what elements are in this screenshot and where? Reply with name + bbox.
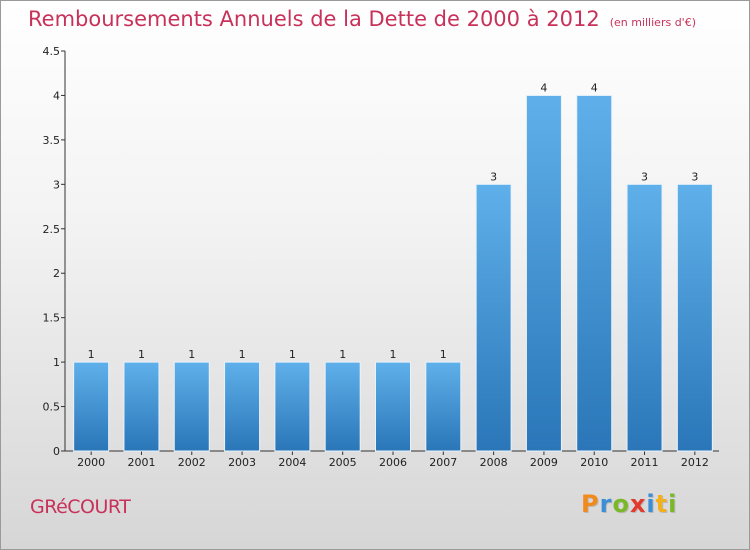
y-tick-label: 2 — [53, 267, 60, 280]
x-tick-label: 2003 — [228, 456, 256, 469]
bar-2005 — [324, 361, 361, 452]
value-label: 1 — [390, 348, 397, 361]
bar-2000 — [73, 361, 110, 452]
bar-2003 — [224, 361, 261, 452]
x-tick-label: 2010 — [580, 456, 608, 469]
logo-letter: i — [668, 490, 678, 518]
x-tick-label: 2011 — [631, 456, 659, 469]
bar-2002 — [173, 361, 210, 452]
logo-letter: o — [612, 490, 630, 518]
value-label: 3 — [691, 170, 698, 183]
logo-letter: i — [646, 490, 656, 518]
bar-2012 — [676, 183, 713, 452]
x-tick-label: 2001 — [127, 456, 155, 469]
x-tick-label: 2000 — [77, 456, 105, 469]
y-tick-label: 4 — [53, 89, 60, 102]
value-label: 3 — [641, 170, 648, 183]
chart-title: Remboursements Annuels de la Dette de 20… — [28, 7, 600, 31]
y-tick-label: 2.5 — [43, 223, 61, 236]
value-label: 4 — [591, 81, 598, 94]
y-tick-label: 3.5 — [43, 134, 61, 147]
x-tick-label: 2012 — [681, 456, 709, 469]
logo-letter: t — [655, 490, 669, 518]
commune-name: GRéCOURT — [30, 496, 131, 518]
value-label: 1 — [88, 348, 95, 361]
bar-2004 — [274, 361, 311, 452]
y-tick-label: 0 — [53, 445, 60, 458]
logo-letter: r — [599, 490, 613, 518]
x-tick-label: 2009 — [530, 456, 558, 469]
value-label: 1 — [440, 348, 447, 361]
x-tick-label: 2008 — [480, 456, 508, 469]
bar-2007 — [425, 361, 462, 452]
y-tick-label: 1 — [53, 356, 60, 369]
y-tick-label: 0.5 — [43, 401, 61, 414]
y-tick-label: 1.5 — [43, 312, 61, 325]
proxiti-logo: Proxiti — [581, 490, 677, 518]
x-tick-label: 2006 — [379, 456, 407, 469]
value-label: 1 — [289, 348, 296, 361]
bar-2011 — [626, 183, 663, 452]
x-tick-label: 2004 — [278, 456, 306, 469]
title-row: Remboursements Annuels de la Dette de 20… — [28, 7, 696, 31]
y-tick-label: 3 — [53, 178, 60, 191]
bar-2009 — [525, 94, 562, 452]
value-label: 4 — [540, 81, 547, 94]
logo-letter: P — [581, 490, 600, 518]
bar-2006 — [375, 361, 411, 452]
y-tick-label: 4.5 — [43, 45, 61, 58]
bar-2010 — [576, 94, 613, 452]
x-tick-label: 2007 — [429, 456, 457, 469]
value-label: 1 — [188, 348, 195, 361]
value-label: 1 — [138, 348, 145, 361]
unit-note: (en milliers d'€) — [609, 16, 696, 29]
bar-2008 — [475, 183, 512, 452]
value-label: 1 — [339, 348, 346, 361]
logo-letter: x — [629, 490, 647, 518]
x-tick-label: 2002 — [178, 456, 206, 469]
value-label: 3 — [490, 170, 497, 183]
x-tick-label: 2005 — [329, 456, 357, 469]
bar-2001 — [123, 361, 160, 452]
value-label: 1 — [239, 348, 246, 361]
